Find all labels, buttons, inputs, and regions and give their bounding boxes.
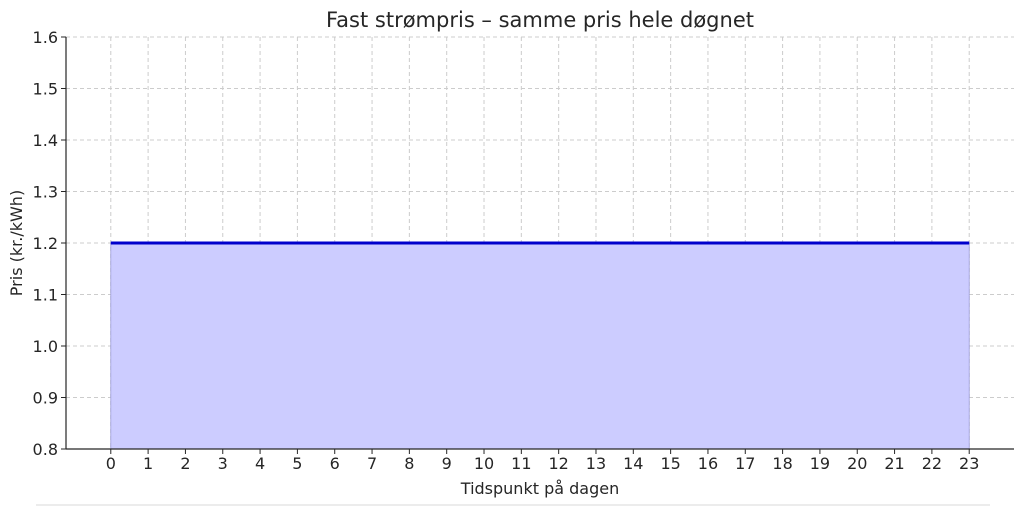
y-tick-label: 1.1	[33, 286, 58, 305]
area-layer	[111, 243, 969, 449]
x-tick-label: 3	[218, 454, 228, 473]
y-tick-label: 1.2	[33, 234, 58, 253]
x-tick-label: 16	[698, 454, 718, 473]
x-tick-label: 11	[511, 454, 531, 473]
x-tick-label: 10	[474, 454, 494, 473]
y-tick-label: 1.4	[33, 131, 58, 150]
y-tick-label: 0.9	[33, 389, 58, 408]
x-tick-label: 18	[772, 454, 792, 473]
x-tick-label: 7	[367, 454, 377, 473]
x-tick-label: 14	[623, 454, 643, 473]
y-tick-label: 1.6	[33, 28, 58, 47]
y-tick-label: 1.3	[33, 183, 58, 202]
y-axis-label: Pris (kr./kWh)	[7, 190, 26, 296]
x-tick-label: 13	[586, 454, 606, 473]
y-tick-label: 0.8	[33, 440, 58, 459]
x-tick-label: 6	[330, 454, 340, 473]
x-tick-label: 2	[180, 454, 190, 473]
y-tick-label: 1.0	[33, 337, 58, 356]
y-tick-label: 1.5	[33, 80, 58, 99]
x-axis-label: Tidspunkt på dagen	[460, 479, 619, 498]
x-tick-label: 22	[922, 454, 942, 473]
x-tick-label: 15	[660, 454, 680, 473]
x-tick-label: 19	[810, 454, 830, 473]
chart-title: Fast strømpris – samme pris hele døgnet	[326, 8, 754, 32]
y-tick-labels: 0.8 0.9 1.0 1.1 1.2 1.3 1.4 1.5 1.6	[33, 28, 58, 459]
x-tick-label: 21	[884, 454, 904, 473]
x-tick-label: 5	[292, 454, 302, 473]
x-tick-label: 8	[404, 454, 414, 473]
series-area-fill	[111, 243, 969, 449]
x-tick-label: 9	[442, 454, 452, 473]
x-tick-label: 12	[548, 454, 568, 473]
x-tick-label: 23	[959, 454, 979, 473]
x-tick-label: 4	[255, 454, 265, 473]
x-tick-label: 20	[847, 454, 867, 473]
x-tick-label: 17	[735, 454, 755, 473]
x-tick-label: 1	[143, 454, 153, 473]
x-tick-label: 0	[106, 454, 116, 473]
